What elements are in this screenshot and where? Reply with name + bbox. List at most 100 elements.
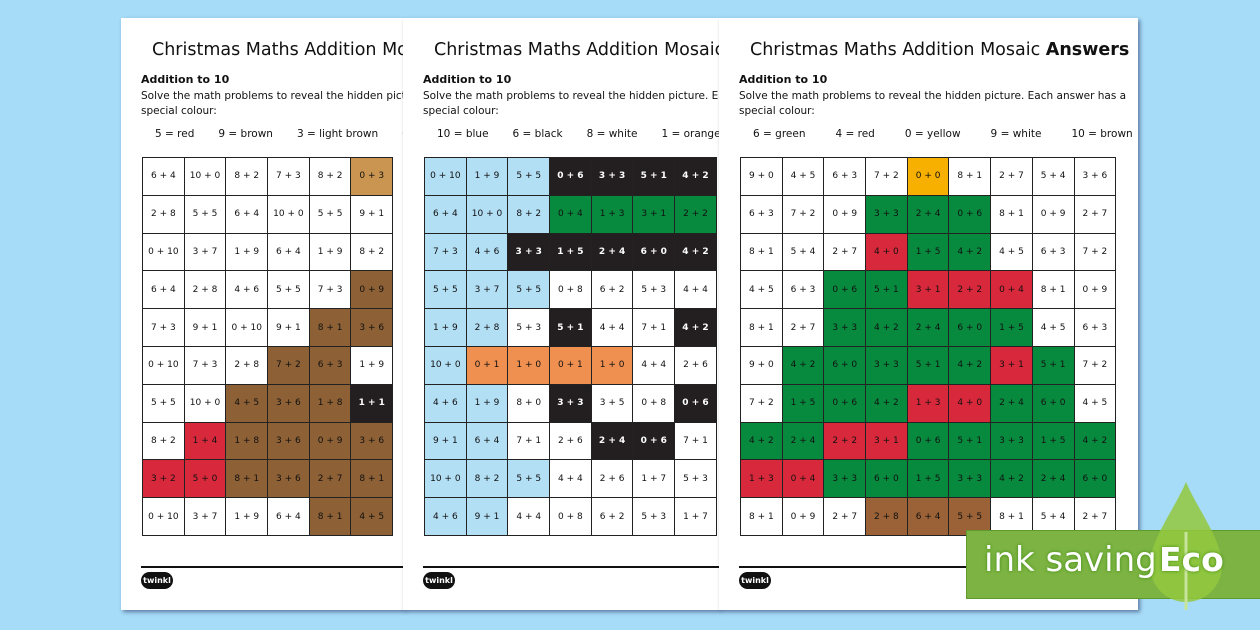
instructions: Solve the math problems to reveal the hi… [141,90,404,117]
mosaic-cell: 8 + 1 [309,309,352,347]
twinkl-logo: twinkl [739,572,771,589]
mosaic-cell: 3 + 7 [466,271,509,310]
mosaic-cell: 8 + 1 [309,498,352,536]
mosaic-cell: 7 + 3 [184,346,227,385]
worksheet-page: Christmas Maths Addition Mosaic Addition … [403,18,720,610]
mosaic-cell: 0 + 10 [425,158,467,196]
mosaic-cell: 2 + 8 [226,346,269,385]
mosaic-cell: 2 + 4 [1032,460,1075,499]
instructions: Solve the math problems to reveal the hi… [423,90,720,117]
mosaic-cell: 8 + 1 [351,460,394,499]
mosaic-cell: 2 + 7 [1074,498,1117,536]
mosaic-cell: 2 + 6 [550,422,592,461]
mosaic-cell: 5 + 5 [508,271,551,310]
mosaic-cell: 6 + 2 [591,498,634,536]
mosaic-cell: 6 + 4 [143,158,185,196]
mosaic-cell: 7 + 3 [425,233,467,272]
mosaic-cell: 4 + 2 [991,460,1033,499]
mosaic-cell: 4 + 2 [866,309,908,347]
mosaic-cell: 6 + 0 [633,233,676,272]
mosaic-cell: 0 + 9 [1074,271,1117,310]
mosaic-cell: 1 + 1 [351,384,394,423]
mosaic-cell: 1 + 7 [675,498,717,536]
mosaic-cell: 6 + 4 [907,498,950,536]
mosaic-cell: 5 + 0 [184,460,227,499]
mosaic-cell: 0 + 6 [550,158,592,196]
page-title: Christmas Maths Addition Mosaic [152,40,404,60]
mosaic-cell: 4 + 2 [675,233,717,272]
mosaic-cell: 10 + 0 [184,384,227,423]
colour-key-item: 6 = black [512,128,563,140]
mosaic-cell: 3 + 3 [591,158,634,196]
mosaic-cell: 5 + 5 [425,271,467,310]
mosaic-cell: 5 + 1 [550,309,592,347]
mosaic-cell: 9 + 1 [268,309,310,347]
mosaic-cell: 4 + 2 [741,422,783,461]
mosaic-cell: 3 + 3 [866,346,908,385]
mosaic-cell: 2 + 4 [591,422,634,461]
mosaic-cell: 4 + 6 [425,384,467,423]
mosaic-cell: 5 + 5 [309,195,352,234]
mosaic-cell: 4 + 6 [466,233,509,272]
mosaic-cell: 7 + 2 [782,195,825,234]
footer-divider [141,566,404,568]
mosaic-cell: 7 + 1 [633,309,676,347]
mosaic-cell: 0 + 9 [782,498,825,536]
mosaic-cell: 6 + 4 [143,271,185,310]
mosaic-cell: 5 + 1 [866,271,908,310]
mosaic-cell: 4 + 2 [675,158,717,196]
eco-label: Eco [1159,540,1224,579]
mosaic-cell: 2 + 8 [866,498,908,536]
mosaic-cell: 7 + 2 [1074,346,1117,385]
title-text: Christmas Maths Addition Mosaic [750,40,1046,60]
mosaic-cell: 2 + 8 [184,271,227,310]
mosaic-cell: 3 + 6 [351,422,394,461]
mosaic-cell: 3 + 6 [268,384,310,423]
mosaic-cell: 4 + 0 [949,384,992,423]
mosaic-cell: 8 + 1 [741,309,783,347]
mosaic-cell: 2 + 7 [824,233,867,272]
worksheet-page: Christmas Maths Addition Mosaic Addition … [121,18,404,610]
mosaic-cell: 6 + 3 [824,158,867,196]
mosaic-cell: 2 + 2 [824,422,867,461]
mosaic-cell: 3 + 1 [991,346,1033,385]
mosaic-cell: 0 + 10 [143,498,185,536]
mosaic-cell: 1 + 0 [591,346,634,385]
mosaic-cell: 4 + 2 [675,309,717,347]
mosaic-cell: 2 + 2 [949,271,992,310]
mosaic-cell: 0 + 6 [824,271,867,310]
mosaic-cell: 5 + 3 [633,498,676,536]
mosaic-cell: 10 + 0 [268,195,310,234]
colour-key-item: 8 = white [586,128,638,140]
mosaic-cell: 3 + 2 [143,460,185,499]
subtitle: Addition to 10 [141,73,230,86]
mosaic-cell: 3 + 1 [866,422,908,461]
mosaic-cell: 3 + 3 [508,233,551,272]
mosaic-cell: 1 + 3 [907,384,950,423]
mosaic-cell: 8 + 1 [741,233,783,272]
mosaic-cell: 7 + 2 [1074,233,1117,272]
mosaic-cell: 6 + 0 [1074,460,1117,499]
mosaic-cell: 3 + 3 [991,422,1033,461]
mosaic-cell: 7 + 2 [741,384,783,423]
mosaic-cell: 4 + 2 [949,346,992,385]
mosaic-cell: 1 + 8 [226,422,269,461]
mosaic-cell: 0 + 10 [143,233,185,272]
mosaic-cell: 4 + 4 [633,346,676,385]
mosaic-cell: 8 + 1 [226,460,269,499]
mosaic-cell: 7 + 2 [268,346,310,385]
mosaic-cell: 4 + 6 [226,271,269,310]
mosaic-cell: 5 + 5 [508,158,551,196]
